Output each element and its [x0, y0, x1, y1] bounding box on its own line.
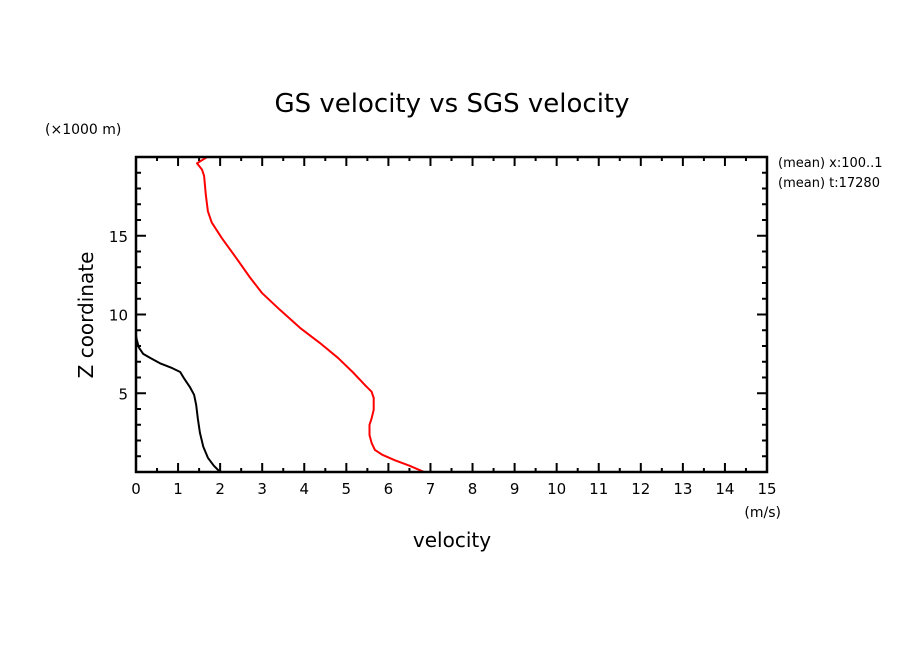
x-tick-label: 5: [342, 480, 352, 498]
chart-title: GS velocity vs SGS velocity: [274, 89, 629, 119]
y-tick-label: 15: [109, 228, 128, 246]
x-tick-label: 0: [131, 480, 141, 498]
x-tick-label: 1: [173, 480, 183, 498]
plot-frame: [134, 155, 769, 474]
y-axis-unit-label: (×1000 m): [45, 122, 121, 138]
y-axis-label: Z coordinate: [74, 252, 98, 379]
x-tick-label: 3: [257, 480, 267, 498]
x-tick-label: 9: [510, 480, 520, 498]
x-tick-label: 15: [757, 480, 776, 498]
annotation-mean-x: (mean) x:100..1: [778, 156, 883, 171]
series-line-gs-velocity: [196, 156, 425, 473]
annotation-mean-t: (mean) t:17280: [778, 176, 880, 191]
x-tick-label: 4: [299, 480, 309, 498]
series-group: [135, 156, 425, 473]
x-tick-label: 12: [631, 480, 650, 498]
x-axis-unit-label: (m/s): [744, 505, 781, 521]
x-tick-label: 2: [215, 480, 225, 498]
x-tick-label: 7: [426, 480, 436, 498]
x-tick-label: 6: [384, 480, 394, 498]
x-tick-label: 8: [468, 480, 478, 498]
x-tick-label: 13: [673, 480, 692, 498]
x-tick-label: 14: [715, 480, 734, 498]
x-axis-label: velocity: [413, 528, 491, 552]
series-line-sgs-velocity: [135, 335, 221, 473]
axis-ticks: [135, 156, 768, 473]
y-tick-label: 10: [109, 307, 128, 325]
y-tick-label: 5: [118, 385, 128, 403]
x-tick-label: 11: [589, 480, 608, 498]
x-tick-label: 10: [547, 480, 566, 498]
